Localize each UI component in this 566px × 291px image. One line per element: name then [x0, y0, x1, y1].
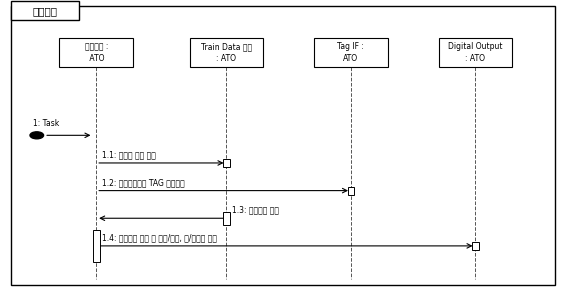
Circle shape — [30, 132, 44, 139]
Text: 인칭제어: 인칭제어 — [33, 6, 58, 16]
Bar — [348, 187, 354, 195]
Bar — [11, 1, 79, 20]
Text: Tag IF :
ATO: Tag IF : ATO — [337, 42, 365, 63]
Bar — [59, 38, 133, 67]
Text: 1.3: 인칭제어 판단: 1.3: 인칭제어 판단 — [232, 206, 279, 215]
Text: 1.1: 내열차 위치 확인: 1.1: 내열차 위치 확인 — [102, 150, 156, 159]
Text: 1.2: 정위치정차용 TAG 입력확인: 1.2: 정위치정차용 TAG 입력확인 — [102, 178, 185, 187]
Bar — [439, 38, 512, 67]
Text: 1.4: 인칭제어 판단 시 전진/후진, 가/감속도 제어: 1.4: 인칭제어 판단 시 전진/후진, 가/감속도 제어 — [102, 233, 217, 242]
Text: Digital Output
: ATO: Digital Output : ATO — [448, 42, 503, 63]
Bar — [93, 230, 100, 262]
Bar — [190, 38, 263, 67]
Bar — [223, 212, 230, 225]
Bar — [472, 242, 479, 250]
Text: 자동운전 :
 ATO: 자동운전 : ATO — [84, 42, 108, 63]
Text: 1: Task: 1: Task — [33, 119, 59, 128]
Bar — [314, 38, 388, 67]
Bar — [223, 159, 230, 167]
Text: Train Data 관리
: ATO: Train Data 관리 : ATO — [201, 42, 252, 63]
